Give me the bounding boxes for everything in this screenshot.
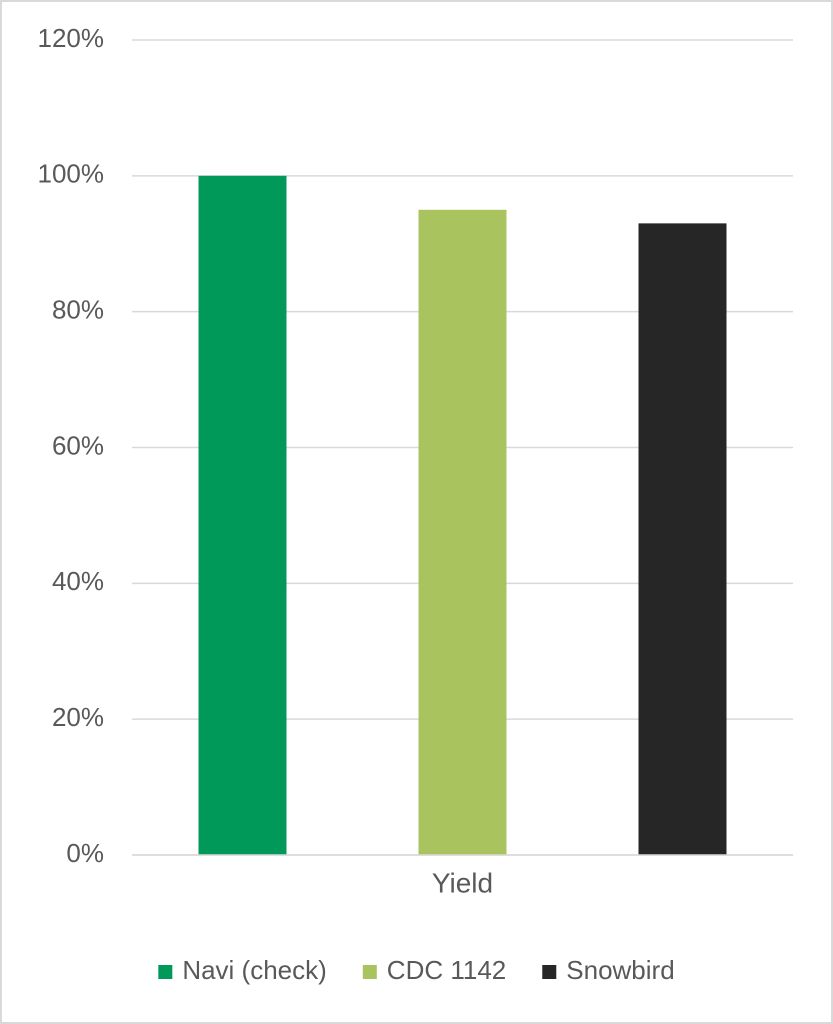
bar: [418, 209, 507, 855]
legend-label: Navi (check): [182, 955, 326, 985]
bar: [638, 223, 727, 855]
legend-label: CDC 1142: [387, 955, 506, 985]
legend-swatch: [362, 965, 377, 979]
y-tick-label: 100%: [38, 159, 105, 189]
legend-label: Snowbird: [566, 955, 674, 985]
x-tick-label: Yield: [432, 867, 493, 898]
legend-swatch: [542, 965, 557, 979]
y-tick-label: 80%: [52, 295, 104, 325]
y-tick-label: 20%: [52, 702, 104, 732]
y-tick-label: 120%: [38, 23, 105, 53]
y-tick-label: 60%: [52, 430, 104, 460]
bar: [198, 175, 287, 856]
legend-swatch: [158, 965, 173, 979]
y-tick-label: 0%: [66, 838, 104, 868]
y-tick-label: 40%: [52, 566, 104, 596]
